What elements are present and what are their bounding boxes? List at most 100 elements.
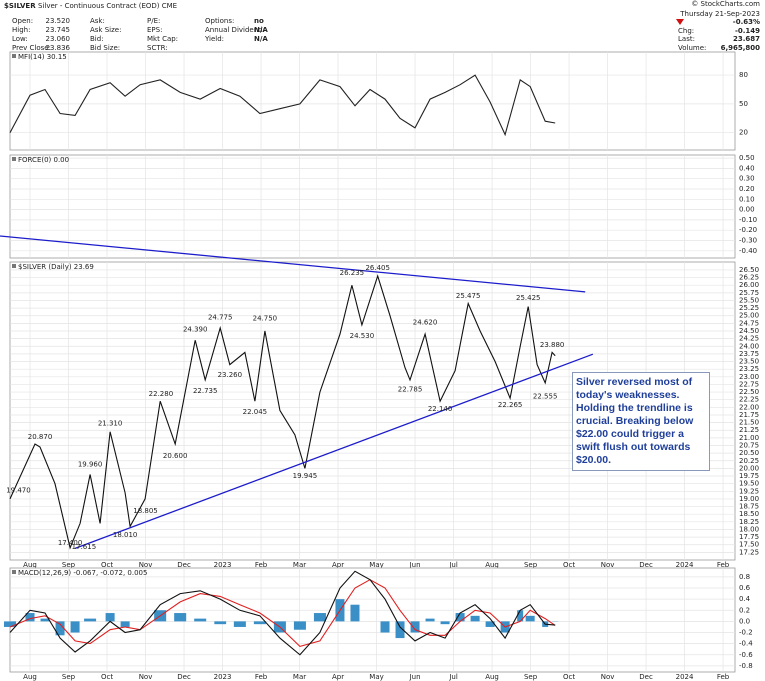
y-tick-label: 22.25 <box>739 396 759 404</box>
last-value: 23.687 <box>733 35 760 43</box>
y-tick-label: 23.50 <box>739 358 759 366</box>
histogram-bar <box>84 618 97 622</box>
y-tick-label: 18.25 <box>739 518 759 526</box>
option-label: Yield: <box>204 35 224 43</box>
histogram-bar <box>214 621 227 625</box>
x-tick-label: Mar <box>293 673 306 681</box>
y-tick-label: 0.8 <box>739 573 750 581</box>
y-tick-label: 25.00 <box>739 312 759 320</box>
book-label: Bid: <box>90 35 104 43</box>
x-tick-label: 2024 <box>676 673 694 681</box>
panel-title: MACD(12,26,9) -0.067, -0.072, 0.005 <box>18 569 147 577</box>
x-tick-label: Feb <box>717 673 730 681</box>
y-tick-label: 25.25 <box>739 304 759 312</box>
price-annotation: 24.750 <box>253 314 278 322</box>
x-tick-label: Nov <box>601 561 615 569</box>
panel <box>9 154 736 259</box>
price-annotation: 23.880 <box>540 341 565 349</box>
quote-label: Open: <box>12 17 33 25</box>
price-annotation: 17.615 <box>72 543 97 551</box>
fundamental-label: Mkt Cap: <box>147 35 178 43</box>
callout: Silver reversed most of today's weakness… <box>572 372 710 471</box>
histogram-bar <box>470 615 480 622</box>
x-tick-label: Dec <box>639 561 653 569</box>
histogram-bar <box>455 613 465 622</box>
price-annotation: 26.235 <box>340 269 365 277</box>
histogram-bar <box>105 613 115 622</box>
x-tick-label: Aug <box>23 561 37 569</box>
credit: © StockCharts.com <box>691 0 760 8</box>
x-tick-label: Oct <box>563 561 575 569</box>
y-tick-label: 50 <box>739 100 748 108</box>
x-tick-label: Aug <box>485 561 499 569</box>
x-tick-label: Mar <box>293 561 306 569</box>
x-tick-label: Jun <box>409 561 421 569</box>
quote-value: 23.520 <box>46 17 71 25</box>
histogram-bar <box>425 618 435 622</box>
histogram-bar <box>174 613 187 622</box>
histogram-bar <box>380 621 390 633</box>
x-tick-label: Jul <box>448 561 458 569</box>
x-tick-label: Sep <box>62 673 76 681</box>
y-tick-label: -0.2 <box>739 629 753 637</box>
volume-label: Volume: <box>678 44 706 52</box>
y-tick-label: 19.75 <box>739 472 759 480</box>
y-tick-label: 22.00 <box>739 403 759 411</box>
x-tick-label: Apr <box>332 673 344 681</box>
y-tick-label: 24.50 <box>739 327 759 335</box>
price-annotation: 22.280 <box>149 390 174 398</box>
symbol: $SILVER <box>4 2 36 10</box>
y-tick-label: -0.40 <box>739 247 757 255</box>
x-tick-label: Dec <box>177 673 191 681</box>
x-tick-label: Aug <box>23 673 37 681</box>
x-tick-label: Dec <box>177 561 191 569</box>
price-annotation: 17.400 <box>58 539 83 547</box>
x-tick-label: Nov <box>139 561 153 569</box>
series-line <box>9 274 556 550</box>
histogram-bar <box>410 621 420 633</box>
y-tick-label: 21.00 <box>739 434 759 442</box>
y-tick-label: 0.10 <box>739 195 755 203</box>
histogram-bar <box>395 621 405 639</box>
book-label: Ask Size: <box>90 26 121 34</box>
panel-title: MFI(14) 30.15 <box>18 53 67 61</box>
y-tick-label: 25.75 <box>739 289 759 297</box>
histogram-bar <box>253 621 266 625</box>
histogram-bar <box>440 621 450 625</box>
book-label: Bid Size: <box>90 44 120 52</box>
option-label: Annual Dividend: <box>205 26 265 34</box>
date: Thursday 21-Sep-2023 <box>679 10 760 18</box>
y-tick-label: -0.10 <box>739 216 757 224</box>
x-tick-label: Sep <box>524 561 538 569</box>
x-tick-label: Sep <box>524 673 538 681</box>
option-value: N/A <box>254 35 268 43</box>
y-tick-label: -0.8 <box>739 662 753 670</box>
book-label: Ask: <box>90 17 105 25</box>
price-annotation: 23.260 <box>218 371 243 379</box>
x-tick-label: Apr <box>332 561 344 569</box>
price-annotation: 22.555 <box>533 392 558 400</box>
x-tick-label: 2023 <box>214 673 232 681</box>
x-tick-label: Sep <box>62 561 76 569</box>
y-tick-label: 23.75 <box>739 350 759 358</box>
y-tick-label: 0.6 <box>739 584 751 592</box>
histogram-bar <box>350 604 360 622</box>
price-annotation: 25.425 <box>516 294 541 302</box>
panel-title: FORCE(0) 0.00 <box>18 156 69 164</box>
quote-value: 23.745 <box>46 26 71 34</box>
y-tick-label: -0.6 <box>739 651 753 659</box>
series-line <box>9 570 556 656</box>
y-tick-label: 17.25 <box>739 548 759 556</box>
y-tick-label: 17.75 <box>739 533 759 541</box>
y-tick-label: 0.0 <box>739 617 750 625</box>
x-tick-label: May <box>369 673 383 681</box>
y-tick-label: 20.50 <box>739 449 759 457</box>
x-tick-label: Nov <box>601 673 615 681</box>
x-tick-label: 2024 <box>676 561 694 569</box>
price-annotation: 18.010 <box>113 531 138 539</box>
option-value: no <box>254 17 264 25</box>
x-tick-label: Feb <box>717 561 730 569</box>
y-tick-label: 21.50 <box>739 419 759 427</box>
y-tick-label: 24.00 <box>739 342 759 350</box>
